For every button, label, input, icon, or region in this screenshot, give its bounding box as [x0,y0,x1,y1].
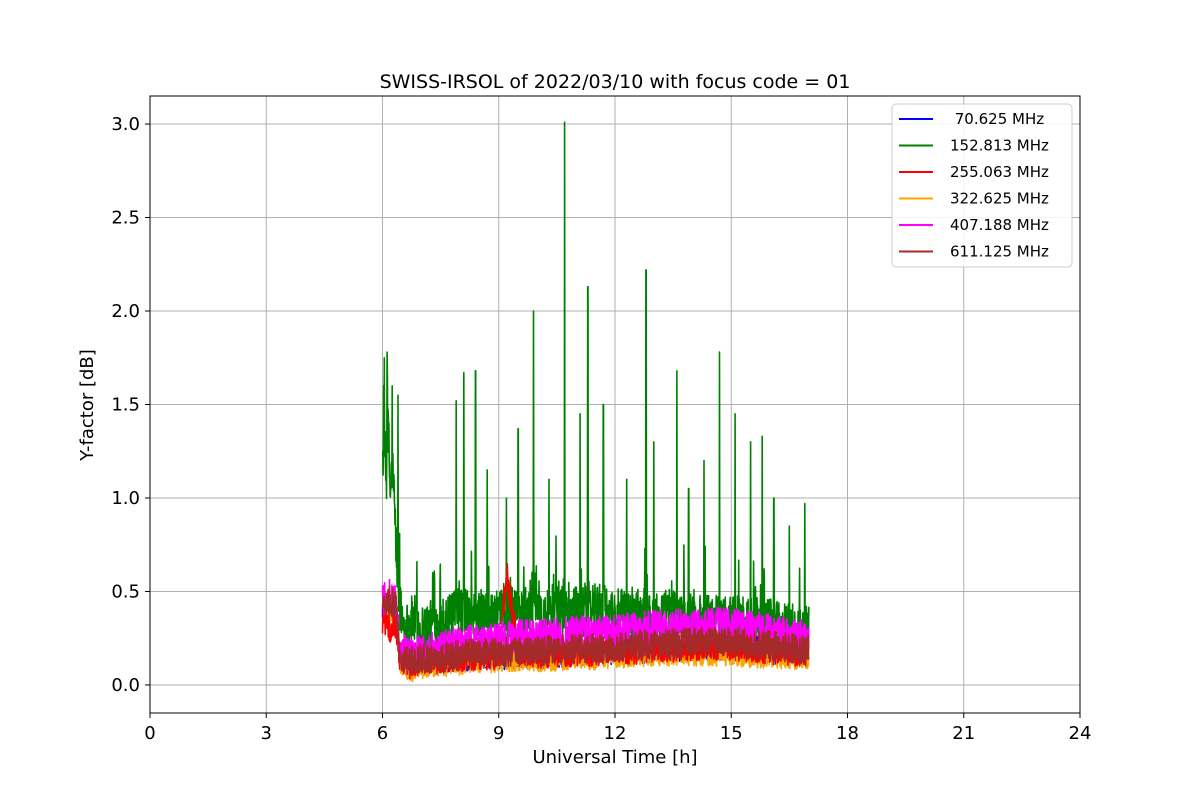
x-tick-label: 24 [1069,723,1092,744]
y-tick-label: 1.0 [111,488,140,509]
x-tick-label: 18 [836,723,859,744]
legend-label: 407.188 MHz [950,216,1049,234]
x-tick-label: 3 [261,723,272,744]
legend-label: 70.625 MHz [950,110,1044,128]
series-layer [381,121,810,683]
x-tick-label: 9 [493,723,504,744]
x-tick-label: 12 [604,723,627,744]
series-line-4 [381,578,810,671]
legend-label: 255.063 MHz [950,163,1049,181]
y-tick-label: 2.5 [111,208,140,229]
y-tick-label: 0.5 [111,581,140,602]
legend: 70.625 MHz 152.813 MHz 255.063 MHz 322.625 … [891,103,1073,268]
y-tick-label: 2.0 [111,301,140,322]
legend-label: 611.125 MHz [950,243,1049,261]
chart-title: SWISS-IRSOL of 2022/03/10 with focus cod… [380,71,851,93]
legend-box [891,103,1073,268]
legend-label: 152.813 MHz [950,137,1049,155]
y-axis-title: Y-factor [dB] [77,349,98,462]
x-axis: 0 3 6 9 12 15 18 21 24 [144,713,1091,744]
legend-label: 322.625 MHz [950,190,1049,208]
x-tick-label: 0 [144,723,155,744]
y-axis: 0.0 0.5 1.0 1.5 2.0 2.5 3.0 [111,114,150,696]
x-tick-label: 6 [377,723,388,744]
y-tick-label: 1.5 [111,395,140,416]
y-tick-label: 3.0 [111,114,140,135]
x-tick-label: 21 [952,723,975,744]
y-tick-label: 0.0 [111,675,140,696]
series-line-5 [381,585,810,676]
x-axis-title: Universal Time [h] [532,747,697,768]
x-tick-label: 15 [720,723,743,744]
